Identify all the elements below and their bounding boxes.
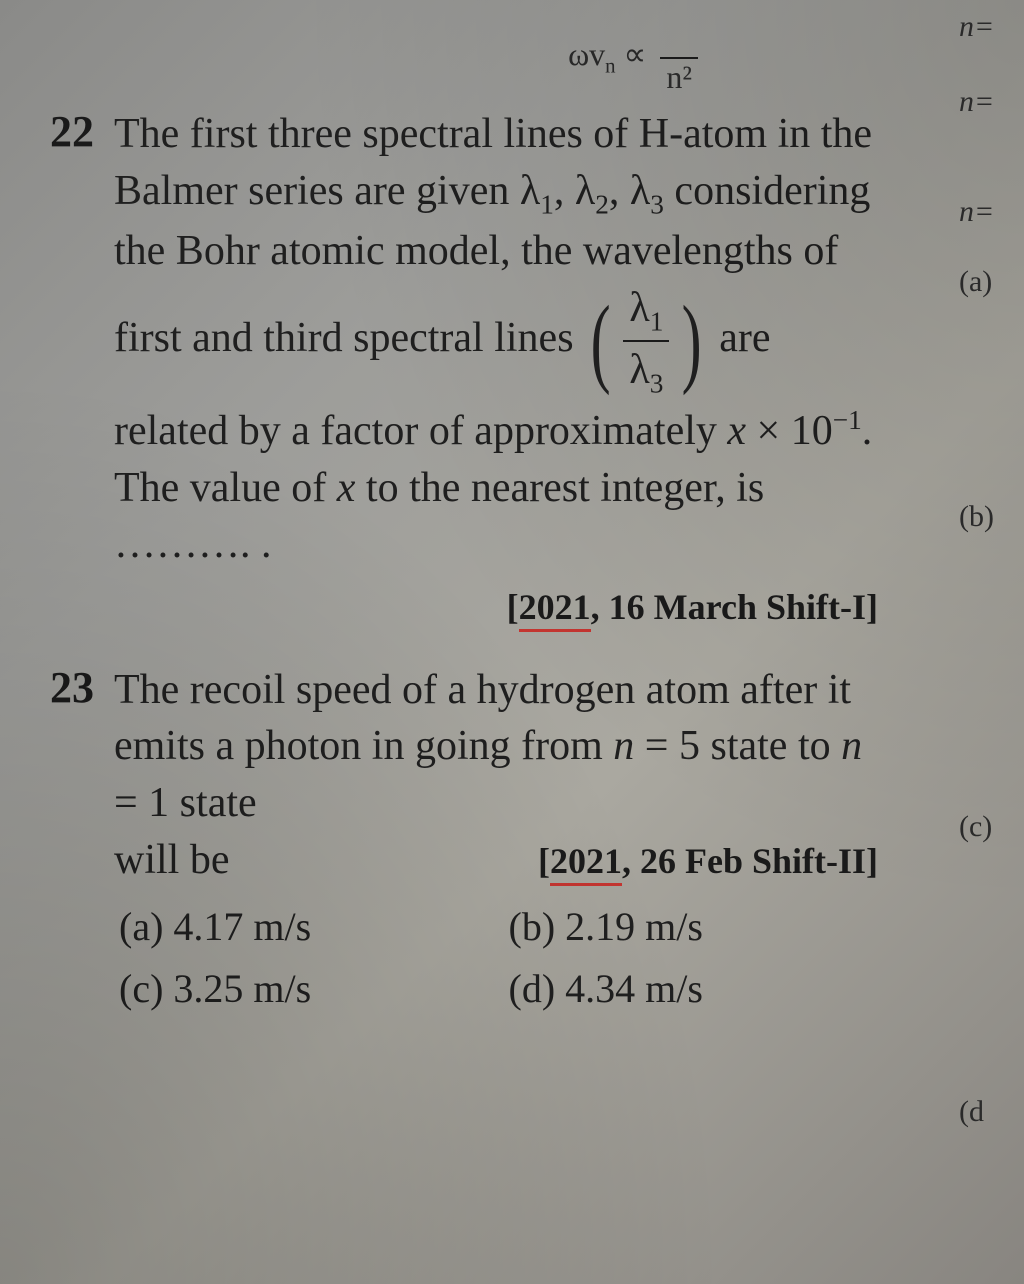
- q23-number: 23: [50, 662, 110, 713]
- q22-fraction-wrapper: ( λ1 λ3 ): [584, 280, 709, 402]
- q23-exam-tag: [2021, 26 Feb Shift-II]: [538, 837, 878, 886]
- q22-exam-year: 2021: [519, 587, 591, 632]
- q22-fraction: λ1 λ3: [623, 280, 669, 402]
- margin-opt-b: (b): [959, 500, 994, 534]
- q23-options: (a) 4.17 m/s (b) 2.19 m/s (c) 3.25 m/s (…: [119, 900, 878, 1016]
- q23-exam-year: 2021: [550, 841, 622, 886]
- q22-sub1: 1: [540, 189, 554, 219]
- margin-n-eq-2: n=: [959, 85, 994, 119]
- q23-var-n1: n: [613, 723, 634, 769]
- margin-n-eq-1: n=: [959, 10, 994, 44]
- prior-formula: ωvn ∝: [568, 36, 654, 72]
- q23-option-b[interactable]: (b) 2.19 m/s: [509, 900, 879, 954]
- q22-text-3: , λ: [609, 168, 650, 214]
- q22-frac-num: λ: [629, 285, 649, 331]
- margin-opt-c: (c): [959, 810, 992, 844]
- paren-left: (: [591, 311, 611, 371]
- q23-option-a[interactable]: (a) 4.17 m/s: [119, 900, 489, 954]
- q22-frac-num-sub: 1: [650, 306, 664, 336]
- q22-sub3: 3: [650, 189, 664, 219]
- q22-text-6: × 10: [746, 408, 833, 454]
- q22-frac-den: λ: [629, 347, 649, 393]
- q23-option-c[interactable]: (c) 3.25 m/s: [119, 962, 489, 1016]
- question-23: 23 The recoil speed of a hydrogen atom a…: [50, 662, 984, 1017]
- question-22: 22 The first three spectral lines of H-a…: [50, 106, 984, 632]
- margin-opt-d: (d: [959, 1095, 984, 1129]
- q23-option-d[interactable]: (d) 4.34 m/s: [509, 962, 879, 1016]
- q23-willbe-row: will be [2021, 26 Feb Shift-II]: [114, 832, 878, 889]
- q22-sup1: −1: [833, 405, 862, 435]
- q22-exam-rest: , 16 March Shift-I]: [591, 587, 878, 627]
- q22-number: 22: [50, 106, 110, 157]
- q22-sub2: 2: [595, 189, 609, 219]
- q22-text-2: , λ: [554, 168, 595, 214]
- q23-text-3: = 1 state: [114, 780, 257, 826]
- margin-opt-a: (a): [959, 265, 992, 299]
- margin-n-eq-3: n=: [959, 195, 994, 229]
- top-fragment-text: ωvn ∝ n²: [50, 20, 984, 96]
- q23-var-n2: n: [841, 723, 862, 769]
- q23-will-be: will be: [114, 832, 229, 889]
- fraction-n2: n²: [660, 20, 698, 96]
- q22-var-x2: x: [337, 465, 356, 511]
- q22-var-x: x: [727, 408, 746, 454]
- q23-text-2: = 5 state to: [634, 723, 841, 769]
- q22-frac-den-sub: 3: [650, 368, 664, 398]
- q22-body: The first three spectral lines of H-atom…: [114, 106, 878, 632]
- paren-right: ): [682, 311, 702, 371]
- q23-exam-rest: , 26 Feb Shift-II]: [622, 841, 878, 881]
- q23-body: The recoil speed of a hydrogen atom afte…: [114, 662, 878, 1017]
- q22-exam-tag: [2021, 16 March Shift-I]: [114, 583, 878, 632]
